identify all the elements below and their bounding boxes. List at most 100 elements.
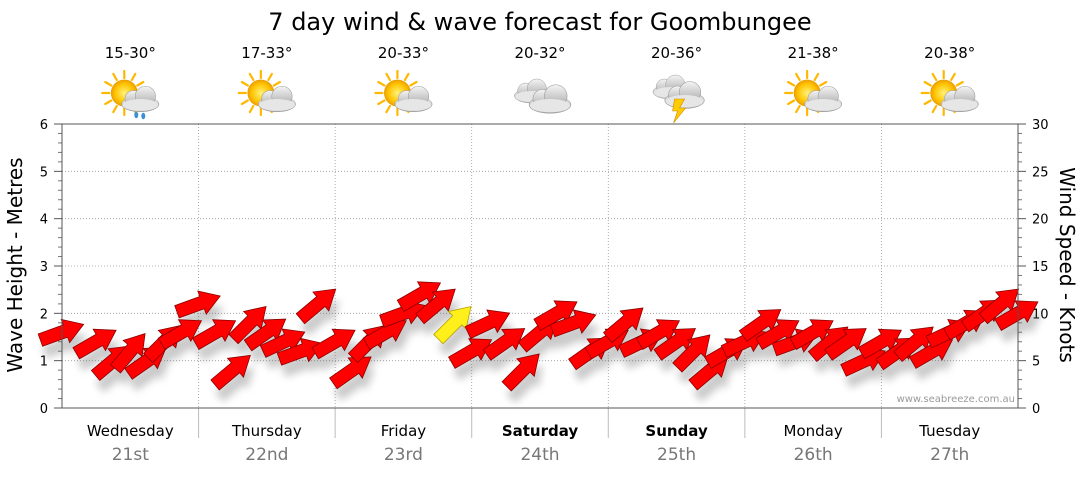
left-axis-label: Wave Height - Metres bbox=[3, 157, 27, 372]
day-labels: Wednesday 21st Thursday 22nd Friday 23rd Satur… bbox=[87, 422, 980, 465]
cloud-fill bbox=[259, 99, 295, 111]
cloud-fill bbox=[395, 99, 432, 111]
right-tick-label: 0 bbox=[1032, 402, 1040, 417]
left-tick-label: 5 bbox=[40, 165, 48, 180]
sun-ray bbox=[385, 104, 392, 114]
wind-arrow bbox=[672, 334, 711, 373]
sun-ray bbox=[786, 99, 796, 106]
left-tick-label: 2 bbox=[40, 307, 48, 322]
left-tick-label: 3 bbox=[40, 260, 48, 275]
sun-ray bbox=[819, 80, 828, 87]
left-tick-label: 4 bbox=[40, 213, 48, 228]
wind-arrow bbox=[482, 328, 526, 361]
sun-ray bbox=[240, 80, 249, 87]
wind-arrow bbox=[311, 328, 356, 360]
sun-ray bbox=[403, 72, 410, 82]
day-weekday: Wednesday bbox=[87, 422, 174, 440]
right-tick-label: 5 bbox=[1032, 355, 1040, 370]
sun-ray bbox=[950, 72, 956, 82]
wind-arrow bbox=[602, 307, 644, 344]
day-temperature: 20-32° bbox=[514, 44, 565, 62]
wind-arrow-shadow bbox=[281, 350, 327, 378]
wind-arrow-shadow bbox=[367, 331, 411, 362]
cloud-shape bbox=[121, 85, 160, 113]
wind-arrows bbox=[37, 281, 1039, 392]
day-weekday: Tuesday bbox=[918, 422, 980, 440]
day-temperature: 20-38° bbox=[924, 44, 975, 62]
right-tick-label: 15 bbox=[1032, 260, 1049, 275]
cloud-shape bbox=[257, 85, 296, 113]
grid bbox=[62, 124, 1018, 438]
sun-ray bbox=[813, 72, 820, 82]
sun-ray bbox=[104, 99, 113, 106]
partly-cloudy-icon bbox=[374, 69, 433, 117]
wind-arrow-shadow bbox=[419, 301, 460, 336]
rain-drop bbox=[141, 112, 146, 120]
wind-arrow bbox=[329, 356, 372, 390]
sun-ray bbox=[377, 99, 386, 106]
partly-cloudy-icon bbox=[784, 69, 843, 117]
sun-ray bbox=[112, 104, 118, 114]
day-temperature: 17-33° bbox=[241, 44, 292, 62]
day-weekday: Saturday bbox=[502, 422, 579, 440]
wind-arrow-shadow bbox=[452, 350, 496, 381]
wind-arrow bbox=[533, 300, 578, 332]
wind-arrow-shadow bbox=[844, 359, 890, 389]
day-weekday: Sunday bbox=[645, 422, 708, 440]
wind-arrow bbox=[978, 288, 1020, 325]
wind-arrow bbox=[994, 300, 1039, 332]
cloud-fill bbox=[122, 99, 159, 111]
wind-arrow bbox=[157, 319, 203, 350]
wind-arrow bbox=[295, 288, 337, 325]
day-date: 22nd bbox=[245, 445, 288, 465]
thunderstorm-icon bbox=[652, 74, 705, 124]
partly-cloudy-icon bbox=[920, 69, 979, 117]
partly-cloudy-showers-icon bbox=[101, 69, 160, 120]
wind-arrow bbox=[174, 290, 221, 319]
wind-arrow bbox=[259, 328, 306, 358]
wind-arrow bbox=[210, 354, 251, 391]
day-date: 23rd bbox=[384, 445, 423, 465]
day-temperature: 20-36° bbox=[651, 44, 702, 62]
cloudy-icon bbox=[514, 78, 572, 114]
wind-arrow-shadow bbox=[300, 301, 340, 336]
right-axis-label: Wind Speed - Knots bbox=[1055, 167, 1079, 363]
wind-arrow-shadow bbox=[725, 340, 770, 370]
day-forecast-header: 15-30° 17-33° 20-33° 20-32° 20-36° 21-38° 20-3… bbox=[101, 44, 979, 124]
day-weekday: Monday bbox=[784, 422, 843, 440]
cloud-fill bbox=[805, 99, 841, 111]
sun-ray bbox=[104, 80, 113, 87]
wind-arrow bbox=[433, 306, 472, 345]
cloud-shape bbox=[940, 85, 979, 113]
cloud-fill bbox=[941, 99, 978, 111]
wind-arrow bbox=[37, 318, 85, 347]
wind-arrow-shadow bbox=[196, 331, 240, 362]
right-tick-label: 30 bbox=[1032, 118, 1049, 133]
chart-title: 7 day wind & wave forecast for Goombunge… bbox=[268, 8, 811, 36]
wind-arrow-shadow bbox=[554, 321, 600, 349]
wind-arrow bbox=[824, 328, 867, 361]
wind-arrow bbox=[243, 318, 287, 352]
cloud-shape bbox=[528, 84, 572, 114]
day-date: 21st bbox=[112, 445, 149, 465]
sun-ray bbox=[112, 72, 118, 82]
wind-arrow bbox=[191, 319, 237, 350]
cloud-shape bbox=[804, 85, 843, 113]
wind-arrow bbox=[549, 309, 597, 338]
wind-arrow-shadow bbox=[487, 340, 529, 373]
wind-arrow bbox=[501, 353, 540, 392]
wind-arrow-shadow bbox=[42, 331, 88, 359]
left-axis-ticks: 0 1 2 3 4 5 6 bbox=[40, 118, 62, 417]
sun-ray bbox=[385, 72, 392, 82]
wind-arrow-shadow bbox=[998, 312, 1042, 343]
wind-arrow-shadow bbox=[214, 367, 255, 402]
sun-ray bbox=[240, 99, 249, 106]
wind-arrow bbox=[755, 319, 800, 350]
lightning-bolt bbox=[672, 98, 687, 124]
day-date: 27th bbox=[930, 445, 969, 465]
sun-ray bbox=[136, 80, 145, 87]
wind-arrow-shadow bbox=[333, 368, 376, 401]
rain-drop bbox=[134, 111, 139, 119]
sun-ray bbox=[955, 80, 964, 87]
